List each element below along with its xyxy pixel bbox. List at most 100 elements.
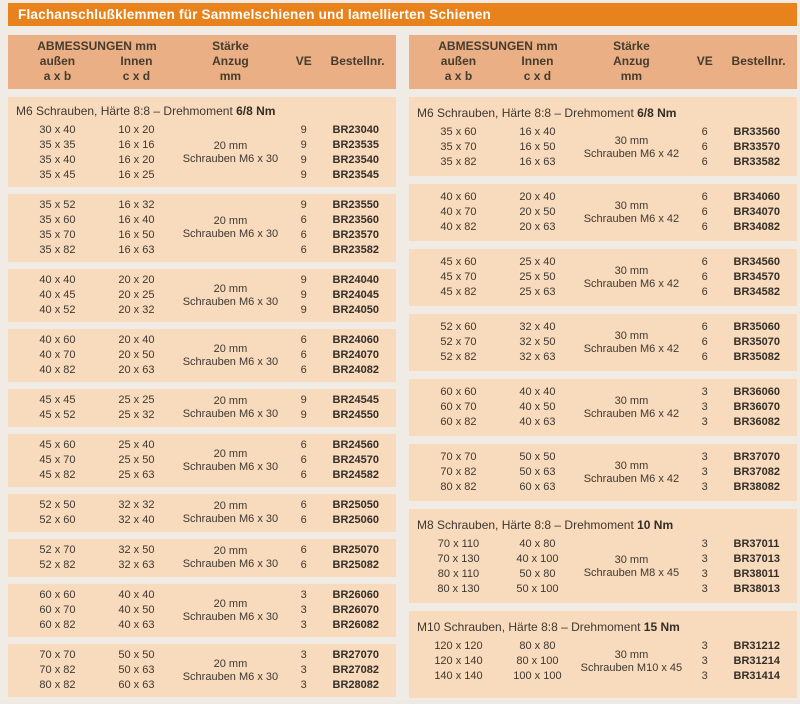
table-header-grid: ABMESSUNGEN mm Stärke außen Innen Anzug … <box>8 35 396 89</box>
cell-ve: 6 <box>701 156 708 168</box>
cell-aussen: 45 x 45 <box>39 394 76 406</box>
cell-ve: 9 <box>300 394 307 406</box>
right-column: ABMESSUNGEN mm Stärke außen Innen Anzug … <box>409 35 797 704</box>
cell-innen: 32 x 50 <box>519 336 556 348</box>
cell-staerke: 20 mm Schrauben M6 x 30 <box>176 438 285 483</box>
cell-ve: 3 <box>300 619 307 631</box>
cell-bestellnr: BR38013 <box>733 583 781 595</box>
cell-ve: 6 <box>300 544 307 556</box>
cell-aussen: 52 x 82 <box>440 351 477 363</box>
header-axb: a x b <box>43 69 72 83</box>
cell-innen: 32 x 50 <box>118 544 155 556</box>
cell-aussen: 45 x 70 <box>39 454 76 466</box>
header-ve: VE <box>696 54 713 68</box>
cell-staerke: 20 mm Schrauben M6 x 30 <box>176 393 285 423</box>
section-header-text: M6 Schrauben, Härte 8:8 – Drehmoment <box>417 106 638 120</box>
header-staerke: Stärke <box>613 39 650 53</box>
header-anzug: Anzug <box>613 54 650 68</box>
cell-innen: 60 x 63 <box>519 481 556 493</box>
cell-aussen: 40 x 52 <box>39 304 76 316</box>
block-grid: 45 x 60 25 x 40 6 BR34560 45 x 70 25 x 50 6 BR3… <box>409 255 797 300</box>
staerke-line: Schrauben M6 x 42 <box>583 147 680 160</box>
cell-innen: 100 x 100 <box>513 670 562 682</box>
cell-ve: 6 <box>701 206 708 218</box>
cell-innen: 80 x 100 <box>516 655 559 667</box>
table-block: 60 x 60 40 x 40 3 BR36060 60 x 70 40 x 50 3 BR3… <box>409 379 797 436</box>
table-block: 45 x 45 25 x 25 9 BR24545 45 x 52 25 x 32 9 BR2… <box>8 389 396 427</box>
cell-innen: 10 x 20 <box>118 124 155 136</box>
cell-ve: 6 <box>701 286 708 298</box>
cell-innen: 40 x 40 <box>118 589 155 601</box>
cell-innen: 25 x 32 <box>118 409 155 421</box>
cell-ve: 3 <box>701 538 708 550</box>
cell-aussen: 40 x 70 <box>39 349 76 361</box>
cell-staerke: 30 mm Schrauben M6 x 42 <box>577 125 686 170</box>
staerke-line: 30 mm <box>614 329 649 342</box>
cell-bestellnr: BR36070 <box>733 401 781 413</box>
block-grid: 40 x 40 20 x 20 9 BR24040 40 x 45 20 x 25 9 BR2… <box>8 273 396 318</box>
cell-staerke: 20 mm Schrauben M6 x 30 <box>176 648 285 693</box>
cell-aussen: 52 x 82 <box>39 559 76 571</box>
cell-aussen: 60 x 82 <box>440 416 477 428</box>
cell-ve: 6 <box>701 126 708 138</box>
cell-bestellnr: BR23040 <box>332 124 380 136</box>
table-block: 45 x 60 25 x 40 6 BR34560 45 x 70 25 x 50 6 BR3… <box>409 249 797 306</box>
cell-staerke: 20 mm Schrauben M6 x 30 <box>176 588 285 633</box>
cell-staerke: 20 mm Schrauben M6 x 30 <box>176 198 285 258</box>
cell-innen: 16 x 32 <box>118 199 155 211</box>
cell-bestellnr: BR33582 <box>733 156 781 168</box>
cell-bestellnr: BR34570 <box>733 271 781 283</box>
cell-aussen: 70 x 82 <box>39 664 76 676</box>
cell-aussen: 52 x 70 <box>440 336 477 348</box>
cell-ve: 6 <box>701 256 708 268</box>
staerke-line: Schrauben M8 x 45 <box>583 567 680 579</box>
cell-bestellnr: BR25060 <box>332 514 380 526</box>
cell-bestellnr: BR24082 <box>332 364 380 376</box>
cell-staerke: 20 mm Schrauben M6 x 30 <box>176 498 285 528</box>
staerke-line: 30 mm <box>614 394 649 407</box>
cell-bestellnr: BR26060 <box>332 589 380 601</box>
block-grid: 70 x 70 50 x 50 3 BR27070 70 x 82 50 x 63 3 BR2… <box>8 648 396 693</box>
staerke-line: Schrauben M6 x 30 <box>182 610 279 623</box>
cell-ve: 9 <box>300 289 307 301</box>
cell-ve: 6 <box>300 514 307 526</box>
cell-innen: 32 x 63 <box>118 559 155 571</box>
cell-aussen: 60 x 70 <box>440 401 477 413</box>
cell-bestellnr: BR33560 <box>733 126 781 138</box>
cell-aussen: 35 x 82 <box>39 244 76 256</box>
header-staerke: Stärke <box>212 39 249 53</box>
cell-bestellnr: BR27070 <box>332 649 380 661</box>
cell-innen: 40 x 50 <box>519 401 556 413</box>
cell-innen: 20 x 63 <box>118 364 155 376</box>
cell-ve: 9 <box>300 274 307 286</box>
cell-bestellnr: BR36060 <box>733 386 781 398</box>
cell-aussen: 35 x 70 <box>440 141 477 153</box>
cell-bestellnr: BR23535 <box>332 139 380 151</box>
block-grid: 70 x 70 50 x 50 3 BR37070 70 x 82 50 x 63 3 BR3… <box>409 450 797 495</box>
cell-ve: 9 <box>300 199 307 211</box>
block-grid: 70 x 110 40 x 80 3 BR37011 70 x 130 40 x 100 3… <box>409 537 797 597</box>
cell-ve: 3 <box>701 670 708 682</box>
cell-bestellnr: BR23570 <box>332 229 380 241</box>
cell-bestellnr: BR38011 <box>733 568 780 580</box>
staerke-line: Schrauben M6 x 30 <box>182 558 279 570</box>
header-bestellnr: Bestellnr. <box>330 54 385 68</box>
cell-bestellnr: BR23545 <box>332 169 380 181</box>
cell-aussen: 80 x 130 <box>437 583 480 595</box>
cell-aussen: 52 x 50 <box>39 499 76 511</box>
cell-ve: 3 <box>300 679 307 691</box>
cell-innen: 16 x 20 <box>118 154 155 166</box>
cell-innen: 80 x 80 <box>519 640 556 652</box>
cell-innen: 32 x 40 <box>519 321 556 333</box>
block-grid: 52 x 50 32 x 32 6 BR25050 52 x 60 32 x 40 6 BR2… <box>8 498 396 528</box>
cell-bestellnr: BR23550 <box>332 199 380 211</box>
cell-aussen: 35 x 45 <box>39 169 76 181</box>
block-grid: 52 x 60 32 x 40 6 BR35060 52 x 70 32 x 50 6 BR3… <box>409 320 797 365</box>
header-axb: a x b <box>444 69 473 83</box>
table-block: 40 x 40 20 x 20 9 BR24040 40 x 45 20 x 25 9 BR2… <box>8 269 396 322</box>
staerke-line: 20 mm <box>213 342 248 355</box>
cell-bestellnr: BR24550 <box>332 409 380 421</box>
cell-staerke: 30 mm Schrauben M6 x 42 <box>577 450 686 495</box>
cell-aussen: 35 x 70 <box>39 229 76 241</box>
staerke-line: Schrauben M6 x 30 <box>182 670 279 683</box>
